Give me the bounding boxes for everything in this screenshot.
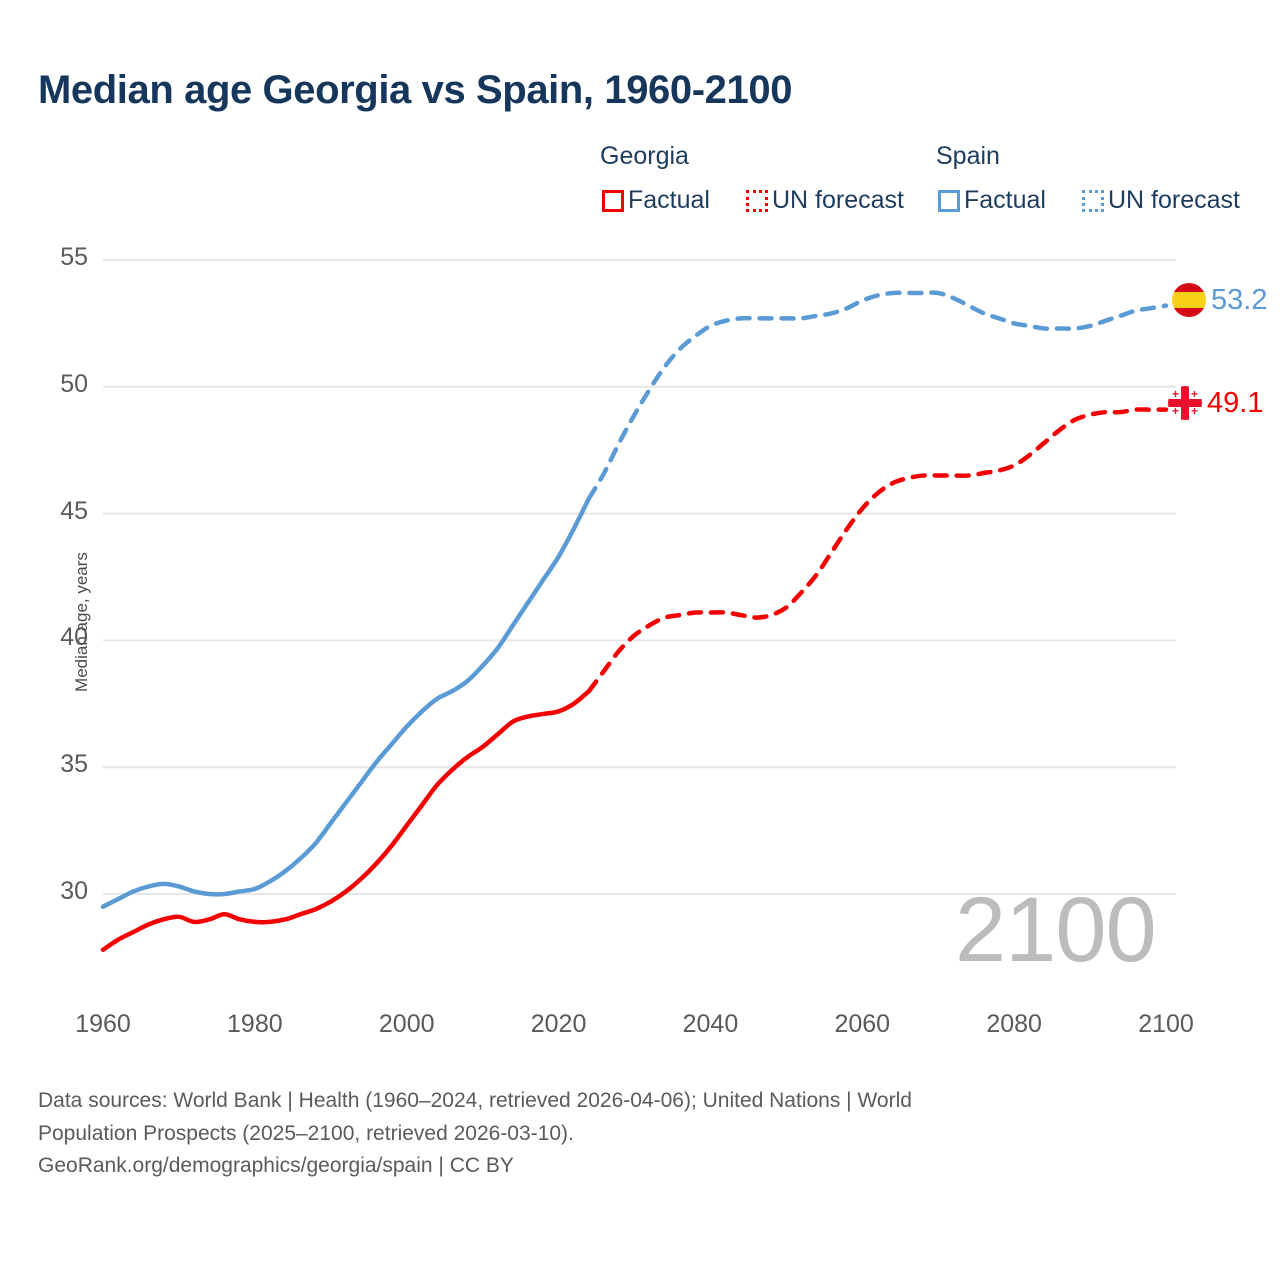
series-line-spain-forecast: [586, 290, 1169, 501]
series-line-spain-factual: [100, 496, 592, 909]
x-tick-label: 1960: [75, 1010, 131, 1038]
x-tick-label: 2100: [1138, 1010, 1194, 1038]
footer-line-3: GeoRank.org/demographics/georgia/spain |…: [38, 1154, 514, 1178]
legend-swatch-icon: [1082, 189, 1104, 212]
footer-sources: Data sources: World Bank | Health (1960–…: [38, 1085, 1198, 1183]
legend-item-spain-forecast[interactable]: UN forecast: [1082, 186, 1240, 215]
y-tick-label: 40: [60, 623, 88, 652]
georgia-cross-horizontal: [1168, 399, 1202, 407]
end-label-spain: 53.2: [1172, 283, 1267, 317]
y-axis-title: Median age, years: [72, 552, 91, 692]
georgia-mini-cross: +: [1190, 387, 1198, 401]
georgia-mini-cross: +: [1171, 387, 1179, 401]
footer-line-2: Population Prospects (2025–2100, retriev…: [38, 1121, 574, 1145]
legend-item-georgia-forecast[interactable]: UN forecast: [746, 186, 904, 215]
x-tick-label: 2040: [682, 1010, 739, 1038]
y-tick-label: 30: [60, 877, 88, 905]
legend-item-georgia-factual[interactable]: Factual: [602, 186, 710, 215]
legend-item-label: UN forecast: [1108, 186, 1240, 214]
x-tick-label: 2000: [378, 1010, 435, 1038]
y-tick-label: 55: [60, 243, 88, 271]
x-tick-label: 1980: [227, 1010, 283, 1038]
spain-flag-icon: [1172, 283, 1206, 317]
end-label-value: 49.1: [1207, 386, 1264, 419]
chart-legend: Georgia Spain Factual UN forecast Factua…: [598, 142, 1258, 224]
footer-line-1: Data sources: World Bank | Health (1960–…: [38, 1089, 912, 1112]
georgia-flag-icon: + + + +: [1168, 386, 1202, 420]
x-tick-label: 2080: [986, 1010, 1042, 1038]
end-label-georgia: + + + + 49.1: [1168, 386, 1263, 420]
legend-item-spain-factual[interactable]: Factual: [938, 186, 1046, 215]
legend-item-label: Factual: [628, 186, 710, 214]
legend-item-label: UN forecast: [772, 186, 904, 214]
legend-swatch-icon: [602, 189, 624, 212]
y-tick-label: 45: [60, 496, 88, 525]
legend-group-georgia: Georgia: [600, 142, 689, 170]
legend-swatch-icon: [746, 189, 768, 212]
end-label-value: 53.2: [1211, 283, 1268, 316]
series-line-georgia-forecast: [586, 407, 1169, 694]
y-tick-label: 50: [60, 369, 88, 398]
page-title: Median age Georgia vs Spain, 1960-2100: [38, 68, 793, 112]
y-tick-label: 35: [60, 750, 88, 779]
x-tick-label: 2020: [530, 1010, 587, 1038]
series-line-georgia-factual: [100, 688, 592, 953]
x-tick-label: 2060: [834, 1010, 891, 1038]
year-watermark: 2100: [955, 879, 1157, 981]
georgia-mini-cross: +: [1171, 404, 1179, 418]
legend-swatch-icon: [938, 189, 960, 212]
georgia-mini-cross: +: [1190, 404, 1198, 418]
legend-group-spain: Spain: [936, 142, 1000, 170]
legend-item-label: Factual: [964, 186, 1046, 214]
